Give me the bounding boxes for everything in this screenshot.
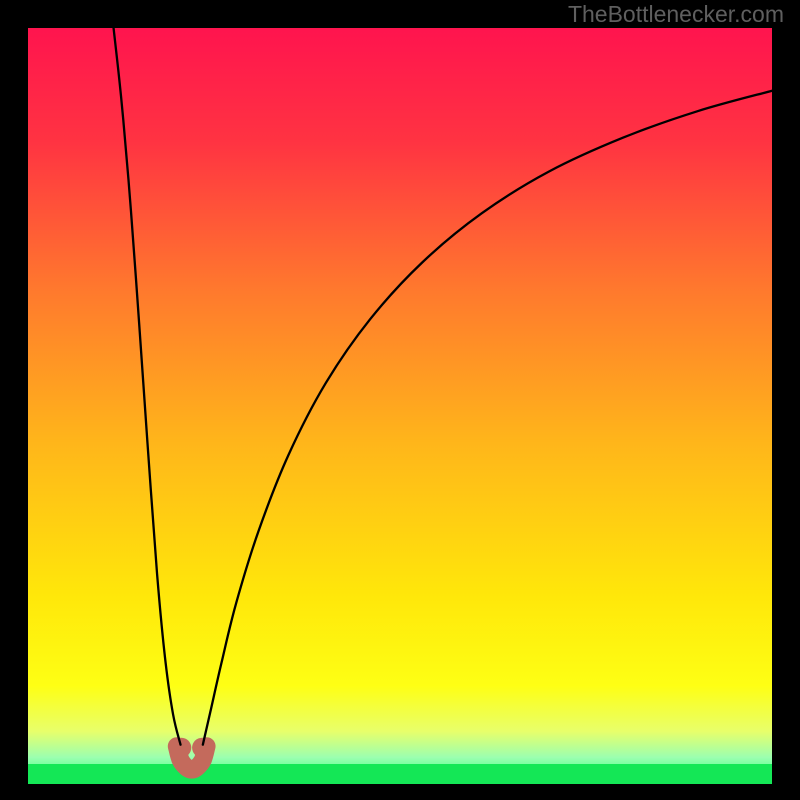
- dip-endpoint-left: [171, 738, 191, 758]
- curve-overlay: [0, 0, 800, 800]
- dip-endpoint-right: [192, 738, 212, 758]
- watermark-text: TheBottlenecker.com: [568, 1, 784, 28]
- curve-left: [114, 28, 181, 745]
- curve-right: [203, 91, 772, 745]
- chart-root: TheBottlenecker.com: [0, 0, 800, 800]
